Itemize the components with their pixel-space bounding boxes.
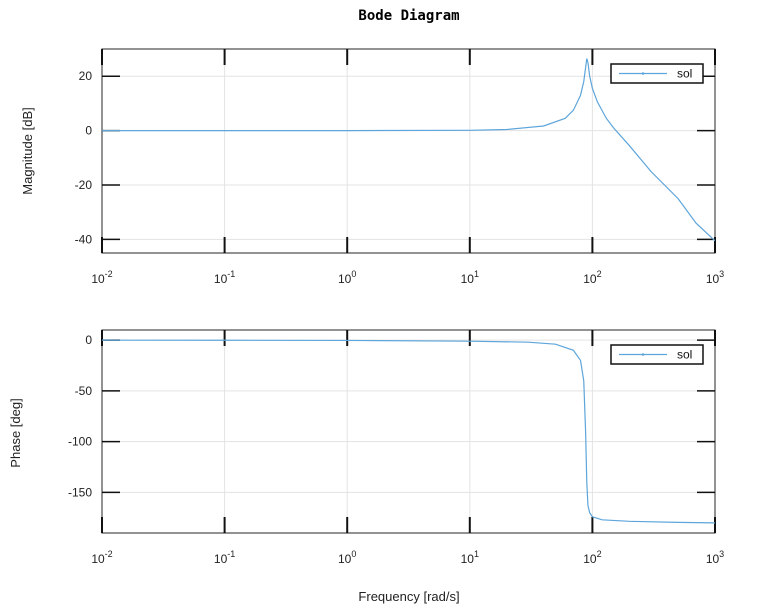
x-tick-label: 10-2: [91, 269, 112, 286]
x-tick-label: 101: [461, 269, 479, 286]
y-tick-label: -20: [75, 178, 93, 192]
phase-plot: 10-2 10-1 100 101 102 103 0 -50 -100 -150 sol Phase…: [8, 329, 724, 604]
series-line-sol: [102, 58, 715, 242]
series-line-sol: [102, 339, 715, 524]
chart-title: Bode Diagram: [358, 8, 459, 24]
magnitude-plot: 10-2 10-1 100 101 102 103 20 0 -20 -40 sol Magnitud…: [20, 48, 724, 286]
legend-marker: [641, 72, 645, 75]
x-tick-label: 10-2: [91, 549, 112, 566]
legend-label: sol: [677, 348, 692, 362]
x-tick-label: 102: [583, 549, 601, 566]
legend-label: sol: [677, 67, 692, 81]
x-tick-label: 101: [461, 549, 479, 566]
x-tick-label: 103: [706, 269, 724, 286]
x-tick-label: 103: [706, 549, 724, 566]
y-tick-label: -150: [68, 485, 92, 499]
axes-box: [101, 329, 716, 534]
x-tick-label: 102: [583, 269, 601, 286]
x-tick-label: 100: [338, 549, 356, 566]
y-tick-label: -100: [68, 435, 92, 449]
y-tick-label: -40: [75, 232, 93, 246]
x-tick-label: 10-1: [214, 549, 235, 566]
x-axis-label: Frequency [rad/s]: [358, 589, 459, 604]
y-axis-label: Phase [deg]: [8, 398, 23, 467]
y-tick-label: 20: [79, 69, 93, 83]
legend-marker: [641, 353, 645, 356]
axes-box: [101, 48, 716, 254]
x-tick-label: 100: [338, 269, 356, 286]
x-tick-label: 10-1: [214, 269, 235, 286]
y-tick-label: 0: [85, 333, 92, 347]
y-axis-label: Magnitude [dB]: [20, 107, 35, 194]
y-tick-label: 0: [85, 124, 92, 138]
y-tick-label: -50: [75, 384, 93, 398]
